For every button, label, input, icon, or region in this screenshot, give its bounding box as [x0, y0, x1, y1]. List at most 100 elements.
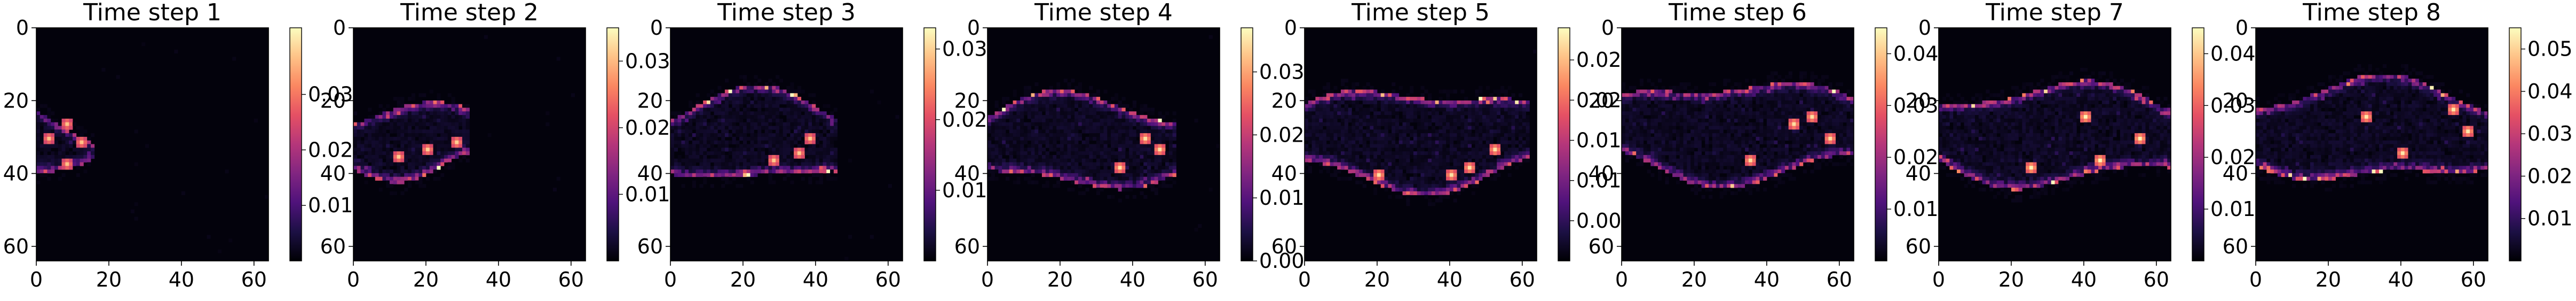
colorbar	[1558, 27, 1570, 261]
y-tick-label: 60	[320, 235, 346, 258]
y-tick-label: 20	[1906, 89, 1931, 112]
y-tick-label: 20	[320, 89, 346, 112]
y-tick-label: 0	[1918, 16, 1931, 40]
x-tick-label: 20	[730, 268, 756, 291]
colorbar-tick-label: 0.03	[1259, 60, 1305, 83]
colorbar-tick-label: 0.04	[2210, 42, 2256, 65]
colorbar	[1875, 27, 1887, 261]
x-tick-label: 60	[875, 268, 901, 291]
y-tick-label: 60	[1589, 235, 1614, 258]
y-tick-label: 20	[954, 89, 980, 112]
axes-frame	[353, 27, 586, 261]
colorbar-tick-label: 0.01	[625, 182, 670, 206]
colorbar	[923, 27, 936, 261]
y-tick-label: 60	[2223, 235, 2248, 258]
colorbar-tick-label: 0.01	[308, 194, 353, 217]
colorbar-tick-label: 0.01	[2210, 197, 2256, 221]
axes-frame	[1304, 27, 1537, 261]
colorbar	[2509, 27, 2522, 261]
x-tick-label: 0	[1615, 268, 1628, 291]
y-tick-label: 0	[650, 16, 663, 40]
x-tick-label: 40	[1754, 268, 1780, 291]
x-tick-label: 60	[2461, 268, 2486, 291]
colorbar-tick-label: 0.02	[1893, 145, 1939, 169]
x-tick-label: 20	[1047, 268, 1073, 291]
colorbar-tick-label: 0.03	[2527, 122, 2573, 145]
colorbar-tick-label: 0.02	[1259, 123, 1305, 146]
y-tick-label: 20	[1271, 89, 1297, 112]
colorbar-tick-label: 0.00	[1259, 249, 1305, 273]
panel-title: Time step 6	[1668, 0, 1807, 26]
panel-5: Time step 50 20 40 6002040600.0050.0100.015…	[1271, 0, 1634, 291]
heatmap-cells	[987, 35, 1220, 232]
x-tick-label: 40	[803, 268, 828, 291]
panel-title: Time step 1	[83, 0, 222, 26]
x-tick-label: 40	[1437, 268, 1463, 291]
x-tick-label: 60	[1510, 268, 1535, 291]
colorbar	[289, 27, 302, 261]
colorbar-tick-label: 0.03	[1893, 94, 1939, 117]
x-tick-label: 20	[1681, 268, 1707, 291]
y-tick-label: 40	[954, 162, 980, 186]
colorbar-tick-label: 0.02	[625, 116, 670, 140]
heatmap-cells	[2256, 64, 2488, 192]
y-tick-label: 40	[2223, 162, 2248, 186]
axes-frame	[36, 27, 269, 261]
axes-frame	[987, 27, 1220, 261]
panel-title: Time step 3	[717, 0, 856, 26]
y-tick-label: 0	[967, 16, 980, 40]
x-tick-label: 60	[2144, 268, 2169, 291]
colorbar-tick-label: 0.03	[942, 37, 987, 61]
colorbar-tick-label: 0.02	[2210, 145, 2256, 169]
heatmap-background	[36, 28, 268, 261]
x-tick-label: 20	[1998, 268, 2024, 291]
colorbar-tick-label: 0.01	[2527, 207, 2573, 230]
panel-title: Time step 4	[1034, 0, 1173, 26]
heatmap-cells	[1622, 71, 1854, 199]
panel-title: Time step 7	[1985, 0, 2124, 26]
colorbar-tick-label: 0.01	[1259, 186, 1305, 210]
y-tick-label: 60	[637, 235, 663, 258]
y-tick-label: 60	[1271, 235, 1297, 258]
colorbar-tick-label: 0.01	[942, 179, 987, 202]
y-tick-label: 40	[1271, 162, 1297, 186]
colorbar-tick-label: 0.04	[1893, 42, 1939, 65]
panel-8: Time step 80 20 40 6002040600.010.020.030.0…	[2223, 0, 2573, 291]
y-tick-label: 60	[3, 235, 29, 258]
panel-title: Time step 5	[1351, 0, 1490, 26]
x-tick-label: 0	[664, 268, 677, 291]
y-tick-label: 40	[3, 162, 29, 186]
heatmap-cells	[1939, 67, 2171, 203]
colorbar-tick-label: 0.01	[1893, 197, 1939, 221]
x-tick-label: 20	[96, 268, 122, 291]
x-tick-label: 0	[981, 268, 994, 291]
y-tick-label: 0	[1601, 16, 1614, 40]
x-tick-label: 60	[1192, 268, 1218, 291]
x-tick-label: 60	[1827, 268, 1852, 291]
colorbar-tick-label: 0.03	[2210, 94, 2256, 117]
colorbar	[606, 27, 619, 261]
colorbar-tick-label: 0.02	[942, 108, 987, 132]
y-tick-label: 0	[16, 16, 29, 40]
x-tick-label: 40	[1120, 268, 1145, 291]
colorbar-tick-label: 0.05	[2527, 37, 2573, 61]
panel-6: Time step 60 20 40 6002040600.010.020.030.0…	[1589, 0, 1939, 291]
colorbar	[1240, 27, 1253, 261]
x-tick-label: 20	[2316, 268, 2341, 291]
heatmap-cells	[36, 42, 269, 253]
heatmap-cells	[353, 35, 575, 196]
x-tick-label: 40	[169, 268, 194, 291]
x-tick-label: 0	[1298, 268, 1311, 291]
y-tick-label: 20	[1589, 89, 1614, 112]
axes-frame	[1938, 27, 2171, 261]
y-tick-label: 40	[1906, 162, 1931, 186]
x-tick-label: 40	[2388, 268, 2414, 291]
panel-7: Time step 7 0 20 40 60 0 20 40 60 0.01 0.02 0.03 0.0…	[1906, 0, 2256, 291]
panel-title: Time step 2	[400, 0, 539, 26]
y-tick-label: 0	[2235, 16, 2248, 40]
colorbar-tick-label: 0.03	[625, 49, 670, 73]
y-tick-label: 0	[333, 16, 346, 40]
x-tick-label: 0	[2249, 268, 2262, 291]
